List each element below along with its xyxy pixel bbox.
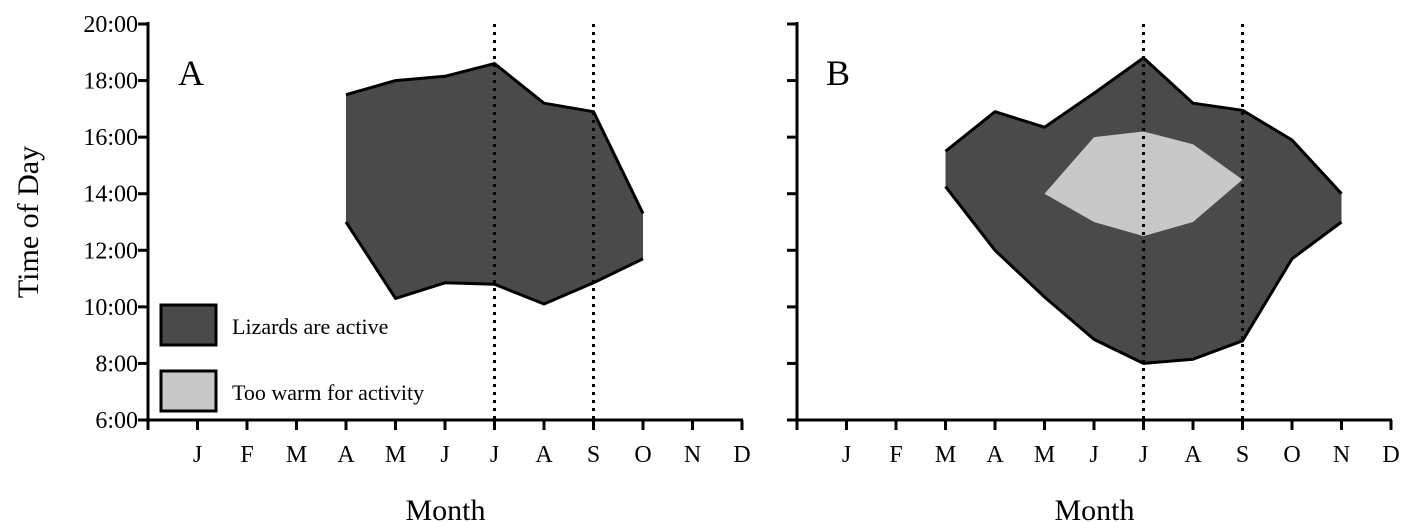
x-tick-label: M bbox=[385, 442, 406, 468]
area-too-warm bbox=[1044, 131, 1243, 237]
x-tick-label: S bbox=[1236, 442, 1249, 468]
x-tick-label: M bbox=[935, 442, 956, 468]
x-tick-label: F bbox=[889, 442, 902, 468]
legend: Lizards are active Too warm for activity bbox=[159, 303, 424, 413]
x-tick-label: A bbox=[337, 442, 355, 468]
y-tick-label: 18:00 bbox=[83, 69, 138, 95]
x-tick-label: J bbox=[1139, 442, 1148, 468]
panel-b: J F M A M J J A S O N D Month B bbox=[787, 22, 1400, 523]
legend-label: Lizards are active bbox=[232, 314, 388, 339]
y-tick-label: 12:00 bbox=[83, 238, 138, 264]
x-tick-label: A bbox=[1184, 442, 1202, 468]
x-tick-label: A bbox=[535, 442, 553, 468]
x-tick-label: O bbox=[1283, 442, 1300, 468]
x-tick-label: M bbox=[1034, 442, 1055, 468]
legend-label: Too warm for activity bbox=[232, 380, 424, 405]
x-axis-title: Month bbox=[405, 494, 485, 523]
x-tick-label: M bbox=[286, 442, 307, 468]
x-tick-label: J bbox=[1089, 442, 1098, 468]
area-lower-edge bbox=[944, 185, 1343, 365]
area-upper-edge bbox=[345, 62, 645, 215]
y-tick-label: 10:00 bbox=[83, 295, 138, 321]
x-tick-label: F bbox=[240, 442, 253, 468]
panel-label: B bbox=[826, 53, 850, 93]
panel-label: A bbox=[178, 53, 204, 93]
x-tick-label: J bbox=[490, 442, 499, 468]
y-tick-label: 14:00 bbox=[83, 182, 138, 208]
x-axis-title: Month bbox=[1054, 494, 1134, 523]
y-tick-label: 6:00 bbox=[95, 408, 138, 434]
x-tick-label: J bbox=[440, 442, 449, 468]
y-tick-label: 8:00 bbox=[95, 351, 138, 377]
x-tick-label: N bbox=[1333, 442, 1350, 468]
area-active bbox=[346, 63, 643, 304]
x-tick-label: N bbox=[684, 442, 701, 468]
x-tick-label: O bbox=[634, 442, 651, 468]
x-tick-label: A bbox=[986, 442, 1004, 468]
y-tick-label: 20:00 bbox=[83, 12, 138, 38]
panel-a: 6:00 8:00 10:00 12:00 14:00 16:00 18:00 20:00 J F… bbox=[12, 12, 751, 523]
x-tick-label: S bbox=[587, 442, 600, 468]
y-axis-title: Time of Day bbox=[12, 146, 45, 298]
legend-swatch-0 bbox=[159, 303, 218, 347]
y-tick-label: 16:00 bbox=[83, 125, 138, 151]
x-tick-label: J bbox=[193, 442, 202, 468]
legend-swatch-1 bbox=[159, 369, 218, 413]
x-tick-label: J bbox=[842, 442, 851, 468]
x-tick-label: D bbox=[1382, 442, 1399, 468]
x-tick-label: D bbox=[733, 442, 750, 468]
